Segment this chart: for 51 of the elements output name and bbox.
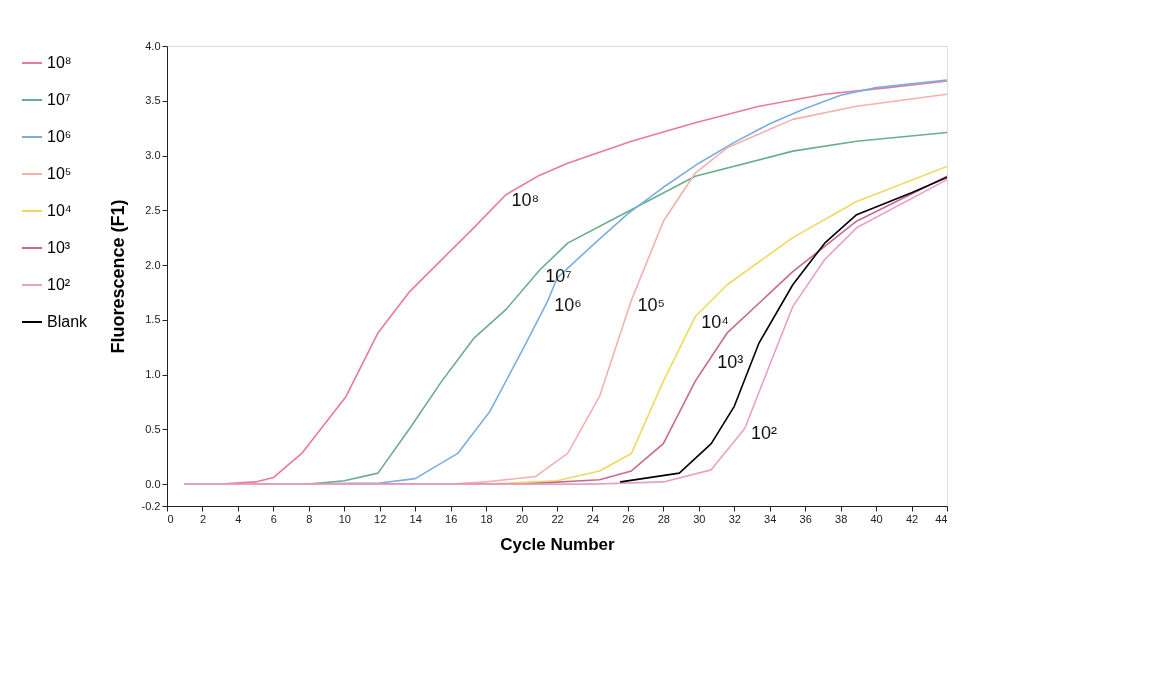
y-tick-label: 3.5 [145,94,161,107]
x-tick-label: 38 [835,512,848,525]
x-tick-label: 8 [306,512,313,525]
x-tick-label: 28 [657,512,670,525]
y-tick-label: 2.0 [145,258,161,271]
x-tick-label: 40 [870,512,883,525]
line-series [620,176,947,483]
x-tick-label: 14 [409,512,422,525]
y-tick-label: -0.2 [141,499,161,512]
x-tick-label: 42 [905,512,919,525]
y-tick-label: 4.0 [145,39,161,52]
x-tick-label: 4 [235,512,242,525]
x-tick-label: 36 [799,512,812,525]
legend-label: 10³ [47,239,71,256]
y-tick-label: 1.0 [145,368,161,381]
legend-label: 10⁸ [47,54,72,71]
annotation: 10⁶ [554,295,582,316]
annotation: 10⁷ [545,265,572,286]
legend-label: 10⁴ [47,202,72,219]
x-tick-label: 12 [374,512,387,525]
x-tick-label: 32 [728,512,741,525]
x-tick-label: 16 [445,512,458,525]
annotation: 10³ [717,352,744,373]
x-tick-label: 44 [935,512,948,525]
x-tick-label: 0 [167,512,174,525]
y-axis-title: Fluorescence (F1) [107,199,128,354]
x-tick-label: 34 [764,512,777,525]
y-tick-label: 1.5 [145,313,161,326]
x-tick-label: 6 [270,512,277,525]
legend-label: 10⁶ [47,128,72,145]
annotation: 10² [750,423,777,444]
x-tick-label: 2 [199,512,207,525]
x-tick-label: 20 [515,512,529,525]
legend-label: 10⁵ [47,165,72,182]
x-tick-label: 10 [338,512,351,525]
x-tick-label: 18 [480,512,493,525]
x-tick-label: 22 [551,512,564,525]
annotation: 10⁴ [701,311,730,332]
x-axis-title: Cycle Number [500,534,616,554]
y-tick-label: 3.0 [145,149,161,162]
y-tick-label: 2.5 [145,203,161,216]
legend-label: Blank [47,313,89,330]
annotation: 10⁸ [511,189,540,210]
legend-label: 10² [47,276,71,293]
annotation: 10⁵ [637,295,665,316]
y-tick-label: 0.0 [145,477,161,490]
x-tick-label: 26 [622,512,635,525]
y-tick-label: 0.5 [145,422,161,435]
x-tick-label: 24 [586,512,600,525]
x-tick-label: 30 [693,512,706,525]
legend-label: 10⁷ [47,91,71,108]
